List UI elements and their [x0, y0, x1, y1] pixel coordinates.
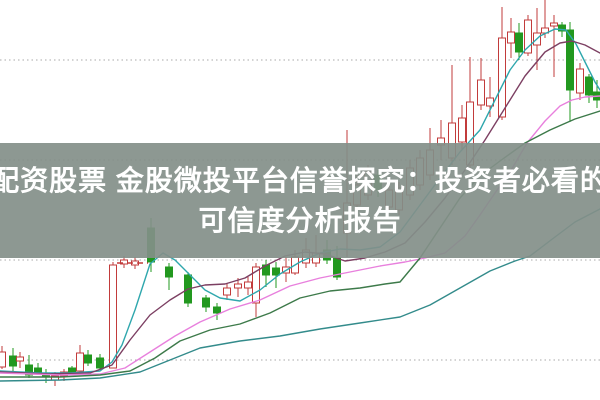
- headline-line1: 配资股票 金股微投平台信誉探究：投资者必看的: [0, 164, 600, 196]
- headline-line2: 可信度分析报告: [198, 204, 402, 236]
- headline-banner: 配资股票 金股微投平台信誉探究：投资者必看的 可信度分析报告: [0, 143, 600, 258]
